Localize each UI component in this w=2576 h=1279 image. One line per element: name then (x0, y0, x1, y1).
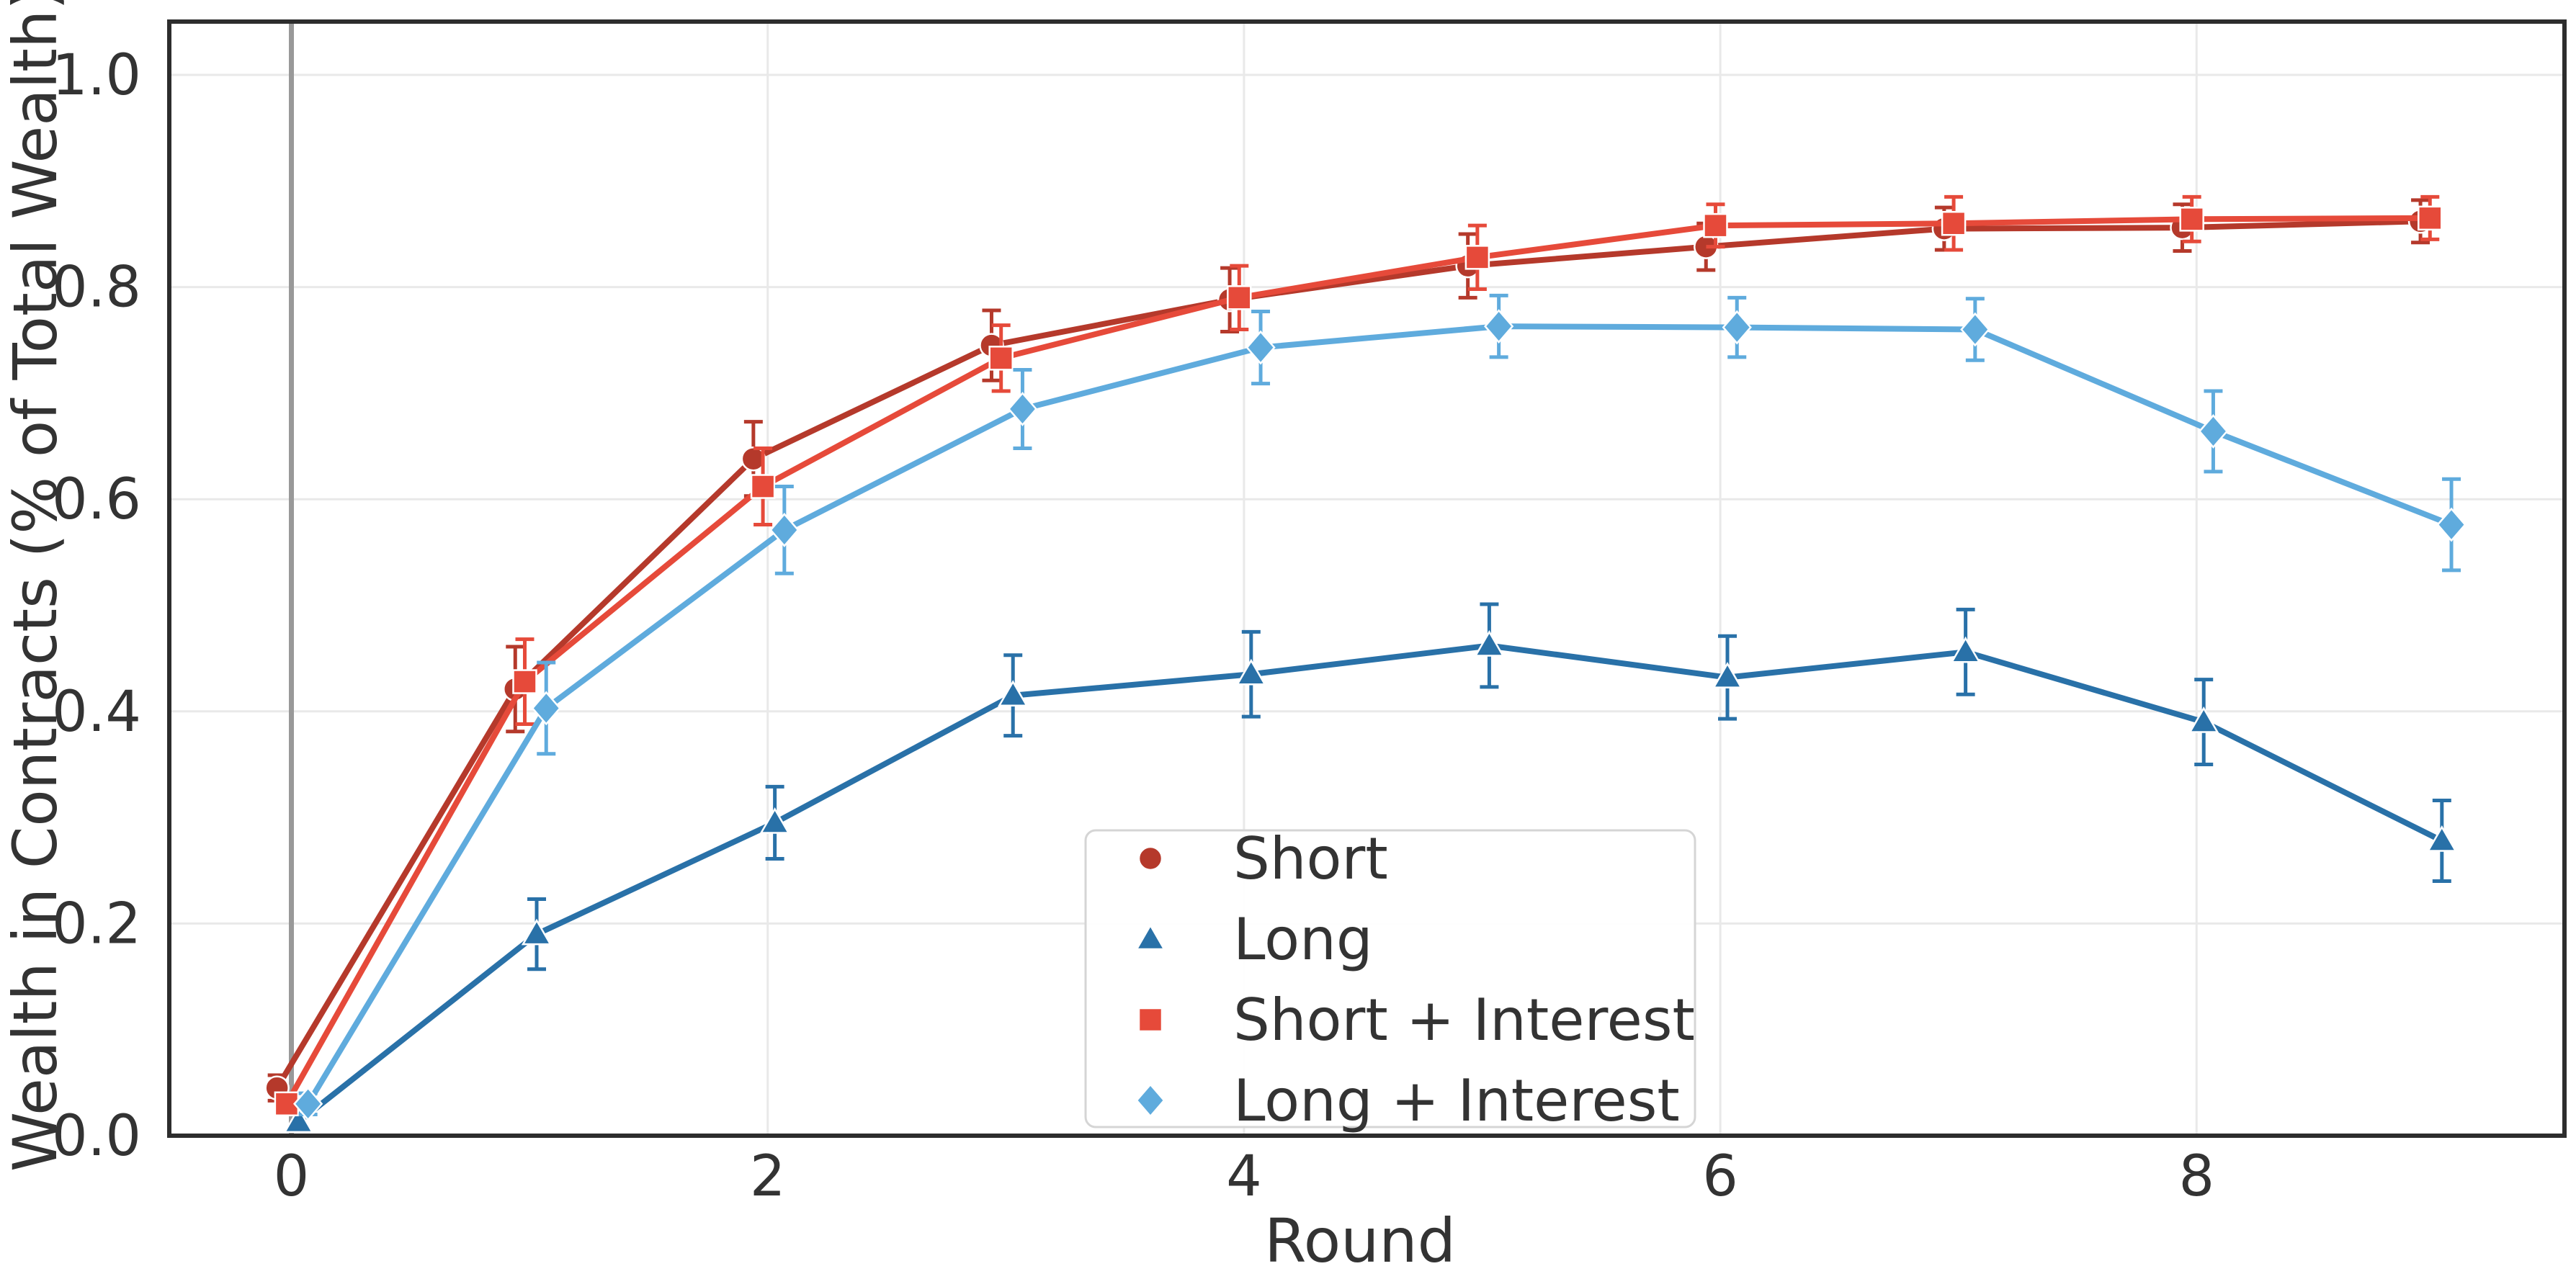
legend-marker-short-interest (1137, 1007, 1163, 1033)
long-marker (521, 918, 553, 946)
series-line-short (274, 218, 2421, 1090)
series-line-long-interest (305, 323, 2453, 1105)
legend: Short Long Short + Interest Long + Interest (1084, 825, 1696, 1134)
short-interest-marker (1703, 212, 1728, 238)
short-interest-marker (988, 346, 1014, 371)
long-interest-marker (769, 513, 800, 547)
legend-label-long-interest: Long + Interest (1233, 1067, 1680, 1134)
x-axis-label: Round (1264, 1206, 1456, 1276)
y-tick-label: 0.0 (52, 1104, 141, 1169)
short-interest-marker (512, 669, 537, 694)
short-marker (741, 446, 766, 472)
long-marker (1950, 636, 1981, 663)
long-interest-marker (292, 1086, 323, 1121)
y-tick-labels: 0.0 0.2 0.4 0.6 0.8 1.0 (52, 43, 141, 1169)
legend-box (1084, 829, 1696, 1128)
long-marker (2188, 706, 2219, 733)
legend-marker-long-interest (1135, 1083, 1166, 1118)
short-interest-marker (1464, 245, 1490, 270)
long-marker (759, 807, 790, 834)
legend-label-long: Long (1233, 906, 1373, 973)
series-long (283, 602, 2457, 1134)
long-interest-marker (1722, 310, 1752, 345)
long-interest-marker (1007, 392, 1038, 426)
long-interest-marker (1245, 330, 1276, 365)
legend-marker-long (1135, 923, 1166, 951)
x-tick-label: 4 (1226, 1144, 1262, 1209)
y-tick-label: 0.6 (52, 467, 141, 532)
long-marker (283, 1106, 314, 1134)
long-interest-marker (2198, 414, 2229, 449)
long-marker (1712, 662, 1743, 688)
y-axis-label: Wealth in Contracts (% of Total Wealth) (0, 0, 71, 1172)
x-tick-label: 2 (750, 1144, 786, 1209)
long-marker (1235, 658, 1266, 686)
x-tick-label: 0 (274, 1144, 310, 1209)
short-interest-marker (2179, 207, 2204, 232)
long-interest-marker (1483, 309, 1514, 344)
short-interest-marker (1227, 285, 1252, 310)
series-line-long (296, 642, 2443, 1124)
y-tick-label: 0.8 (52, 256, 141, 320)
long-marker (998, 680, 1029, 706)
series-line-short-interest (284, 215, 2430, 1105)
plot-border (167, 19, 2567, 1138)
x-tick-labels: 0 2 4 6 8 (274, 1144, 2214, 1209)
series-layer (264, 194, 2467, 1134)
y-tick-label: 0.4 (52, 680, 141, 745)
legend-label-short: Short (1233, 825, 1388, 892)
long-marker (2426, 825, 2457, 852)
long-interest-marker (531, 691, 561, 726)
y-tick-label: 1.0 (52, 43, 141, 108)
short-interest-marker (2418, 205, 2443, 231)
series-short-interest (274, 194, 2443, 1117)
series-long-interest (292, 293, 2467, 1121)
short-interest-marker (750, 474, 776, 499)
y-tick-label: 0.2 (52, 892, 141, 956)
x-tick-label: 6 (1702, 1144, 1738, 1209)
series-short (264, 198, 2433, 1103)
long-marker (1474, 629, 1505, 657)
long-interest-marker (1960, 312, 1990, 347)
short-interest-marker (1941, 210, 1967, 236)
legend-label-short-interest: Short + Interest (1233, 987, 1695, 1054)
x-tick-label: 8 (2178, 1144, 2214, 1209)
long-interest-marker (2436, 507, 2467, 542)
legend-marker-short (1137, 845, 1163, 871)
